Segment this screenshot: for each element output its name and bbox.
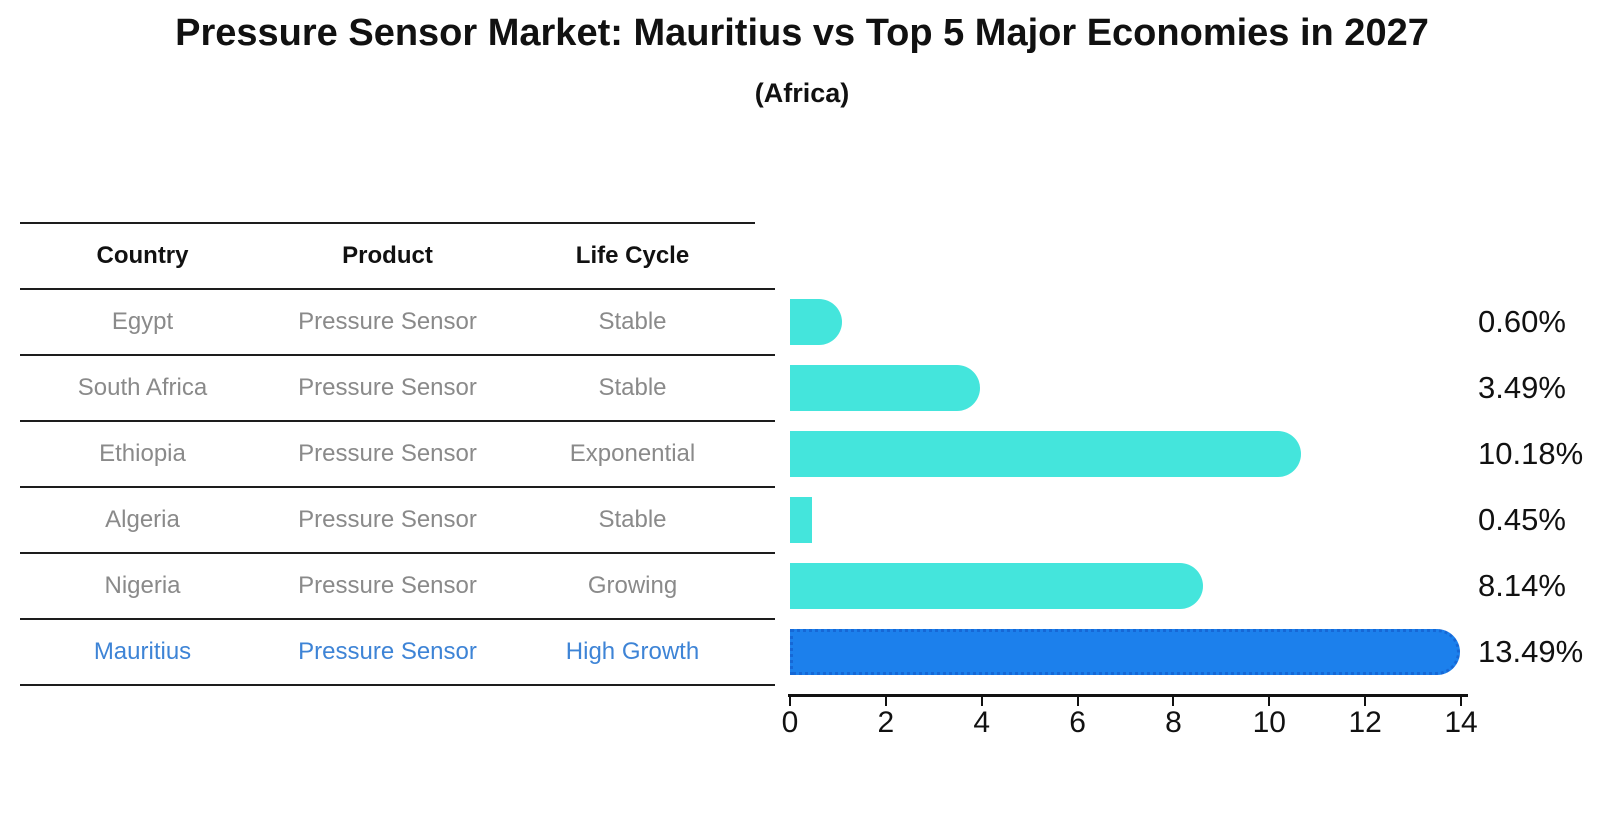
table-cell-country: Mauritius [93,638,192,665]
chart-subtitle: (Africa) [754,78,850,108]
table-rule [20,552,755,554]
table-header-cell: Life Cycle [575,242,690,269]
table-cell-life_cycle: Growing [587,572,678,599]
y-tick [752,288,775,290]
y-tick [752,552,775,554]
x-tick [884,697,887,706]
bar-mauritius [790,629,1460,675]
bar-south-africa [790,365,981,411]
table-cell-life_cycle: High Growth [565,638,700,665]
x-tick-label: 0 [781,706,799,739]
table-cell-life_cycle: Stable [598,308,667,335]
bar-ethiopia [790,431,1301,477]
y-tick [752,684,775,686]
table-rule [20,618,755,620]
x-tick [980,697,983,706]
x-tick [1076,697,1079,706]
table-rule [20,486,755,488]
table-rule [20,420,755,422]
bar-value-label: 0.45% [1478,502,1566,537]
bar-value-label: 8.14% [1478,568,1566,603]
table-cell-life_cycle: Stable [598,374,667,401]
x-tick [1364,697,1367,706]
x-tick-label: 2 [877,706,895,739]
x-tick-label: 14 [1444,706,1478,739]
table-rule [20,354,755,356]
x-tick-label: 6 [1069,706,1086,739]
x-tick [1268,697,1271,706]
bar-value-label: 3.49% [1478,370,1566,405]
bar-algeria [790,497,812,543]
y-tick [752,420,775,422]
bar-nigeria [790,563,1204,609]
table-cell-country: Nigeria [104,572,181,599]
table-cell-country: Algeria [105,506,180,533]
bar-value-label: 13.49% [1478,634,1584,669]
table-cell-product: Pressure Sensor [298,374,477,401]
x-tick [789,697,791,706]
table-rule [20,222,755,224]
table-cell-product: Pressure Sensor [298,440,477,467]
x-tick [1172,697,1175,706]
chart-title: Pressure Sensor Market: Mauritius vs Top… [175,12,1429,54]
x-tick [1460,697,1462,706]
table-cell-product: Pressure Sensor [298,572,477,599]
table-header-cell: Product [342,242,433,269]
table-rule [20,288,755,290]
x-tick-label: 8 [1165,706,1182,739]
table-header-cell: Country [96,242,189,269]
y-tick [752,486,775,488]
table-cell-life_cycle: Exponential [569,440,696,467]
table-cell-country: South Africa [77,374,208,401]
table-cell-product: Pressure Sensor [298,506,477,533]
y-tick [752,354,775,356]
x-axis [788,694,1468,697]
bar-value-label: 0.60% [1478,304,1566,339]
table-rule [20,684,755,686]
table-cell-product: Pressure Sensor [298,638,477,665]
y-tick [752,618,775,620]
bar-value-label: 10.18% [1478,436,1584,471]
x-tick-label: 10 [1252,706,1286,739]
x-tick-label: 4 [973,706,991,739]
bar-egypt [790,299,842,345]
table-cell-product: Pressure Sensor [298,308,477,335]
table-cell-country: Ethiopia [99,440,186,467]
table-cell-country: Egypt [111,308,174,335]
x-tick-label: 12 [1348,706,1382,739]
table-cell-life_cycle: Stable [598,506,667,533]
